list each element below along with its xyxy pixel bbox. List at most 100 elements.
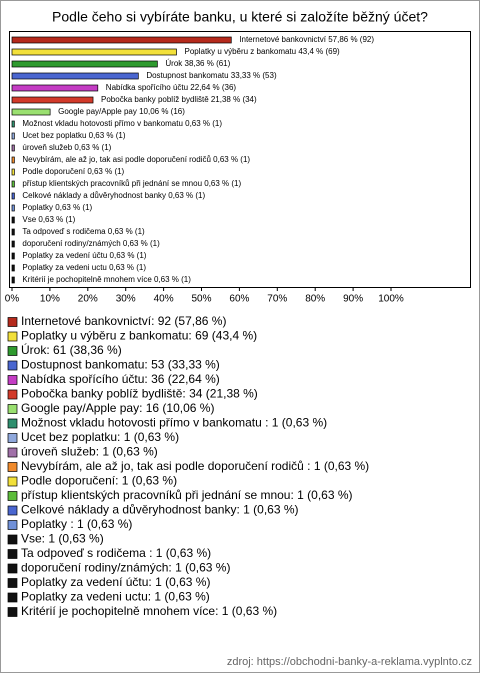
legend-swatch bbox=[7, 549, 18, 559]
bar-label: Úrok 38,36 % (61) bbox=[165, 59, 230, 68]
legend-label: Poplatky u výběru z bankomatu: 69 (43,4 … bbox=[21, 329, 257, 343]
legend-label: Vse: 1 (0,63 %) bbox=[21, 532, 104, 546]
bar-label: přístup klientských pracovníků při jedná… bbox=[22, 179, 241, 188]
legend-swatch bbox=[7, 418, 18, 429]
bar bbox=[11, 240, 15, 248]
bar-label: Ucet bez poplatku 0,63 % (1) bbox=[22, 131, 126, 140]
legend-swatch bbox=[7, 389, 18, 400]
bar-label: Poplatky za vedeni uctu 0,63 % (1) bbox=[22, 263, 146, 272]
legend-label: Poplatky : 1 (0,63 %) bbox=[21, 517, 132, 531]
x-tick-label: 90% bbox=[343, 294, 363, 305]
legend-swatch bbox=[7, 375, 18, 385]
legend-label: Podle doporučení: 1 (0,63 %) bbox=[21, 474, 177, 488]
legend-swatch bbox=[7, 563, 18, 574]
bar-label: úroveň služeb 0,63 % (1) bbox=[22, 143, 111, 152]
x-tick-label: 20% bbox=[78, 294, 98, 305]
legend-swatch bbox=[7, 462, 18, 472]
bar bbox=[11, 192, 15, 200]
bar bbox=[11, 168, 15, 176]
legend-label: Poplatky za vedeni uctu: 1 (0,63 %) bbox=[21, 590, 210, 604]
bar bbox=[11, 72, 139, 80]
bar bbox=[11, 252, 15, 260]
bar bbox=[11, 264, 15, 272]
bar-label: Podle doporučení 0,63 % (1) bbox=[22, 167, 124, 176]
x-tick-label: 0% bbox=[5, 294, 20, 305]
bar bbox=[11, 60, 158, 68]
bar bbox=[11, 48, 177, 56]
bar bbox=[11, 216, 15, 224]
legend-label: Úrok: 61 (38,36 %) bbox=[21, 342, 122, 357]
bar-label: Poplatky 0,63 % (1) bbox=[22, 203, 92, 212]
bar bbox=[11, 180, 15, 188]
legend-swatch bbox=[7, 317, 18, 327]
bar bbox=[11, 96, 94, 104]
bar-label: Nabídka spořícího účtu 22,64 % (36) bbox=[106, 83, 237, 92]
bar bbox=[11, 156, 15, 164]
legend-swatch bbox=[7, 433, 18, 443]
legend-swatch bbox=[7, 607, 18, 617]
legend-label: Celkové náklady a důvěryhodnost banky: 1… bbox=[21, 503, 299, 517]
x-tick-label: 60% bbox=[229, 294, 249, 305]
bar bbox=[11, 204, 15, 212]
bar-label: Kritérií je pochopitelně mnohem více 0,6… bbox=[22, 275, 191, 284]
x-tick-label: 40% bbox=[154, 294, 174, 305]
bar bbox=[11, 84, 99, 92]
legend-swatch bbox=[7, 404, 18, 414]
legend-label: Ta odpoveď s rodičema : 1 (0,63 %) bbox=[21, 546, 211, 560]
legend-label: Ucet bez poplatku: 1 (0,63 %) bbox=[21, 430, 179, 444]
bar-label: Pobočka banky poblíž bydliště 21,38 % (3… bbox=[101, 95, 257, 104]
legend-label: úroveň služeb: 1 (0,63 %) bbox=[21, 445, 158, 459]
source: zdroj: https://obchodni-banky-a-reklama.… bbox=[227, 656, 472, 668]
x-tick-label: 70% bbox=[267, 294, 287, 305]
chart-title: Podle čeho si vybíráte banku, u které si… bbox=[52, 9, 428, 25]
bar bbox=[11, 120, 15, 128]
bar-label: Google pay/Apple pay 10,06 % (16) bbox=[58, 107, 185, 116]
bar-label: Nevybírám, ale až jo, tak asi podle dopo… bbox=[22, 155, 250, 164]
bar-label: doporučení rodiny/známých 0,63 % (1) bbox=[22, 239, 160, 248]
legend-label: doporučení rodiny/známých: 1 (0,63 %) bbox=[21, 561, 230, 575]
legend-swatch bbox=[7, 447, 18, 458]
legend-swatch bbox=[7, 534, 18, 545]
legend-label: Nabídka spořícího účtu: 36 (22,64 %) bbox=[21, 372, 220, 386]
legend-swatch bbox=[7, 505, 18, 516]
legend-swatch bbox=[7, 476, 18, 487]
bar bbox=[11, 144, 15, 152]
legend-swatch bbox=[7, 491, 18, 501]
bar-label: Dostupnost bankomatu 33,33 % (53) bbox=[146, 71, 277, 80]
x-tick-label: 10% bbox=[40, 294, 60, 305]
bar-label: Poplatky za vedení účtu 0,63 % (1) bbox=[22, 251, 146, 260]
legend-label: Možnost vkladu hotovosti přímo v bankoma… bbox=[21, 416, 327, 430]
bar-label: Vse 0,63 % (1) bbox=[22, 215, 75, 224]
legend-swatch bbox=[7, 346, 18, 356]
x-tick-label: 50% bbox=[191, 294, 211, 305]
legend-label: Google pay/Apple pay: 16 (10,06 %) bbox=[21, 401, 214, 415]
x-tick-label: 100% bbox=[378, 294, 404, 305]
legend-swatch bbox=[7, 578, 18, 588]
bar-label: Celkové náklady a důvěryhodnost banky 0,… bbox=[22, 191, 205, 200]
bar-label: Ta odpoveď s rodičema 0,63 % (1) bbox=[22, 227, 145, 236]
x-tick-label: 30% bbox=[116, 294, 136, 305]
legend-label: Nevybírám, ale až jo, tak asi podle dopo… bbox=[21, 459, 369, 473]
legend-label: Internetové bankovnictví: 92 (57,86 %) bbox=[21, 314, 226, 328]
legend-swatch bbox=[7, 331, 18, 342]
legend-label: Dostupnost bankomatu: 53 (33,33 %) bbox=[21, 358, 220, 372]
bar bbox=[11, 108, 51, 116]
bar-label: Internetové bankovnictví 57,86 % (92) bbox=[239, 35, 374, 44]
bar bbox=[11, 36, 232, 44]
legend-label: přístup klientských pracovníků při jedná… bbox=[21, 488, 353, 502]
legend-swatch bbox=[7, 360, 18, 371]
bar-label: Možnost vkladu hotovosti přímo v bankoma… bbox=[22, 119, 222, 128]
bar bbox=[11, 132, 15, 140]
legend-swatch bbox=[7, 592, 18, 603]
legend-label: Pobočka banky poblíž bydliště: 34 (21,38… bbox=[21, 387, 258, 401]
legend-label: Poplatky za vedení účtu: 1 (0,63 %) bbox=[21, 575, 210, 589]
bar bbox=[11, 276, 15, 284]
bar bbox=[11, 228, 15, 236]
x-tick-label: 80% bbox=[305, 294, 325, 305]
plot-frame bbox=[9, 31, 471, 288]
bar-label: Poplatky u výběru z bankomatu 43,4 % (69… bbox=[184, 47, 340, 56]
legend-label: Kritérií je pochopitelně mnohem více: 1 … bbox=[21, 604, 277, 618]
legend-swatch bbox=[7, 520, 18, 530]
